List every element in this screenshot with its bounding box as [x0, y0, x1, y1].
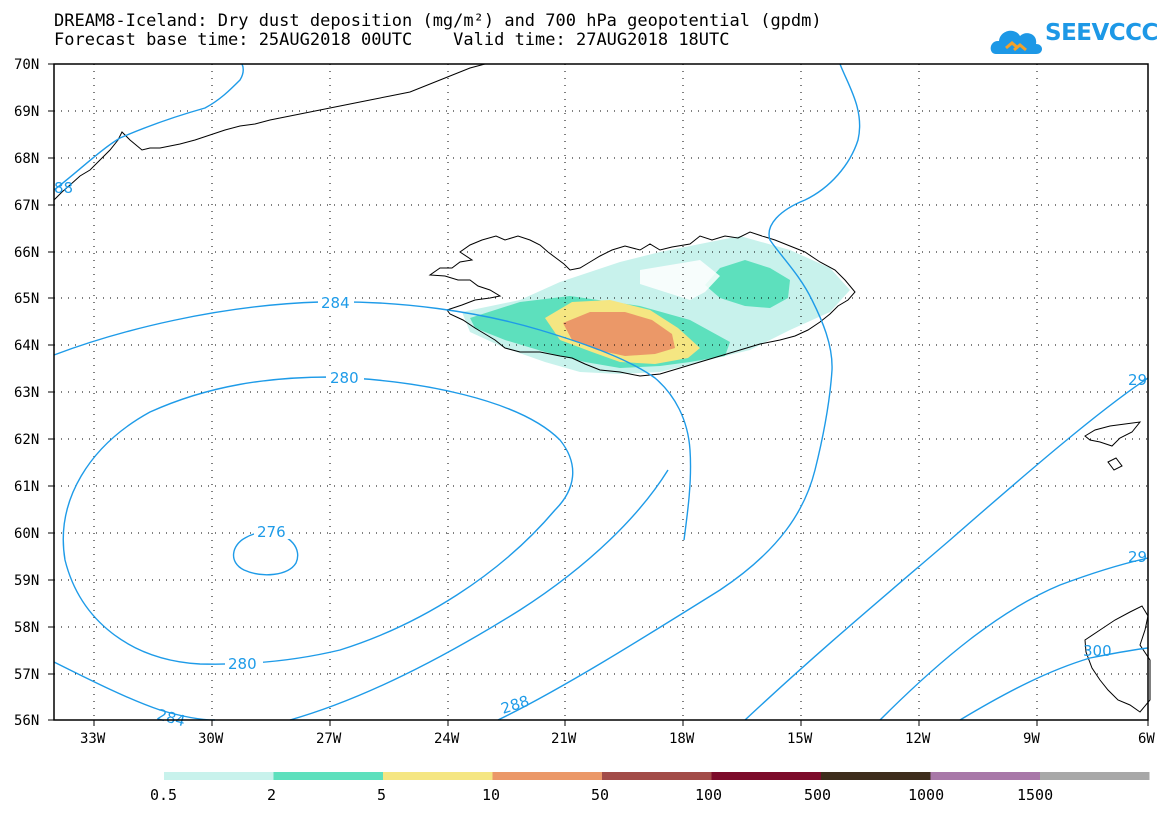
- lat-label: 63N: [14, 385, 39, 401]
- contour-296: [879, 557, 1149, 721]
- lat-label: 69N: [14, 104, 39, 120]
- legend-swatch: [1040, 772, 1150, 780]
- legend-label: 1000: [908, 786, 944, 804]
- legend-swatch: [273, 772, 383, 780]
- legend-swatch: [164, 772, 274, 780]
- tick-marks: [48, 63, 1149, 726]
- legend-label: 50: [591, 786, 609, 804]
- map-title-line-2: Forecast base time: 25AUG2018 00UTC Vali…: [54, 30, 730, 50]
- lon-label: 18W: [669, 731, 695, 747]
- legend-label: 100: [695, 786, 722, 804]
- dust-gap-white: [640, 260, 720, 300]
- lat-label: 61N: [14, 479, 39, 495]
- lon-label: 30W: [198, 731, 224, 747]
- legend-label: 500: [804, 786, 831, 804]
- legend-swatch: [492, 772, 602, 780]
- contour-label: 284: [155, 705, 187, 730]
- contour-288: [497, 63, 861, 721]
- contour-280: [62, 376, 574, 665]
- legend-color-bar: [164, 772, 1150, 780]
- lat-label: 62N: [14, 432, 39, 448]
- lat-label: 64N: [14, 338, 39, 354]
- lat-label: 57N: [14, 667, 39, 683]
- contour-label: 280: [330, 369, 359, 387]
- lat-label: 67N: [14, 198, 39, 214]
- legend-label: 10: [482, 786, 500, 804]
- coastline-scotland: [1084, 605, 1151, 713]
- coastline-greenland: [53, 63, 486, 201]
- contour-276: [232, 531, 299, 576]
- contour-label: 29: [1128, 548, 1147, 566]
- contour-284-south: [53, 469, 669, 721]
- legend-label: 2: [267, 786, 276, 804]
- latitude-labels: 70N 69N 68N 67N 66N 65N 64N 63N 62N 61N …: [14, 57, 39, 729]
- contour-288-greenland: [53, 63, 244, 191]
- lon-label: 33W: [80, 731, 106, 747]
- legend-label: 1500: [1017, 786, 1053, 804]
- coastline-iceland: [428, 231, 856, 377]
- cloud-logo-icon: [990, 30, 1042, 54]
- legend-swatch: [602, 772, 712, 780]
- legend-swatch: [930, 772, 1040, 780]
- geopotential-contours: [53, 63, 1149, 721]
- contour-label: 300: [1083, 642, 1112, 660]
- lat-label: 60N: [14, 526, 39, 542]
- dust-shading: [462, 236, 850, 374]
- lat-label: 58N: [14, 620, 39, 636]
- coastlines: [53, 63, 1151, 713]
- lon-label: 27W: [316, 731, 342, 747]
- lon-label: 6W: [1138, 731, 1155, 747]
- dust-area-orange: [563, 312, 675, 356]
- coastline-faroes: [1084, 421, 1142, 471]
- lon-label: 24W: [434, 731, 460, 747]
- contour-300: [959, 647, 1149, 721]
- legend-label: 0.5: [150, 786, 177, 804]
- contour-label: 288: [499, 692, 532, 718]
- lon-label: 15W: [787, 731, 813, 747]
- legend-labels: 0.5 2 5 10 50 100 500 1000 1500: [150, 786, 1053, 804]
- contour-label: 29: [1128, 371, 1147, 389]
- lat-label: 68N: [14, 151, 39, 167]
- lon-label: 21W: [551, 731, 577, 747]
- contour-label: 280: [228, 655, 257, 673]
- contour-label: 284: [321, 294, 350, 312]
- lat-label: 59N: [14, 573, 39, 589]
- dust-area-green-east: [705, 260, 790, 308]
- lon-label: 12W: [905, 731, 931, 747]
- contour-284-north: [53, 301, 692, 541]
- lat-label: 65N: [14, 291, 39, 307]
- legend-label: 5: [377, 786, 386, 804]
- contour-label: 276: [257, 523, 286, 541]
- logo-text: SEEVCCC: [1045, 20, 1158, 46]
- map-title-line-1: DREAM8-Iceland: Dry dust deposition (mg/…: [54, 11, 822, 31]
- graticule: [54, 64, 1148, 720]
- lat-label: 70N: [14, 57, 39, 73]
- contour-292: [744, 377, 1149, 721]
- lon-label: 9W: [1023, 731, 1040, 747]
- legend-swatch: [383, 772, 493, 780]
- lat-label: 56N: [14, 713, 39, 729]
- longitude-labels: 33W 30W 27W 24W 21W 18W 15W 12W 9W 6W: [80, 731, 1155, 747]
- lat-label: 66N: [14, 245, 39, 261]
- contour-labels: 284 280 276 280 284 288 29 29 300 88: [54, 179, 1147, 730]
- legend-swatch: [821, 772, 931, 780]
- legend-swatch: [711, 772, 821, 780]
- contour-label: 88: [54, 179, 73, 197]
